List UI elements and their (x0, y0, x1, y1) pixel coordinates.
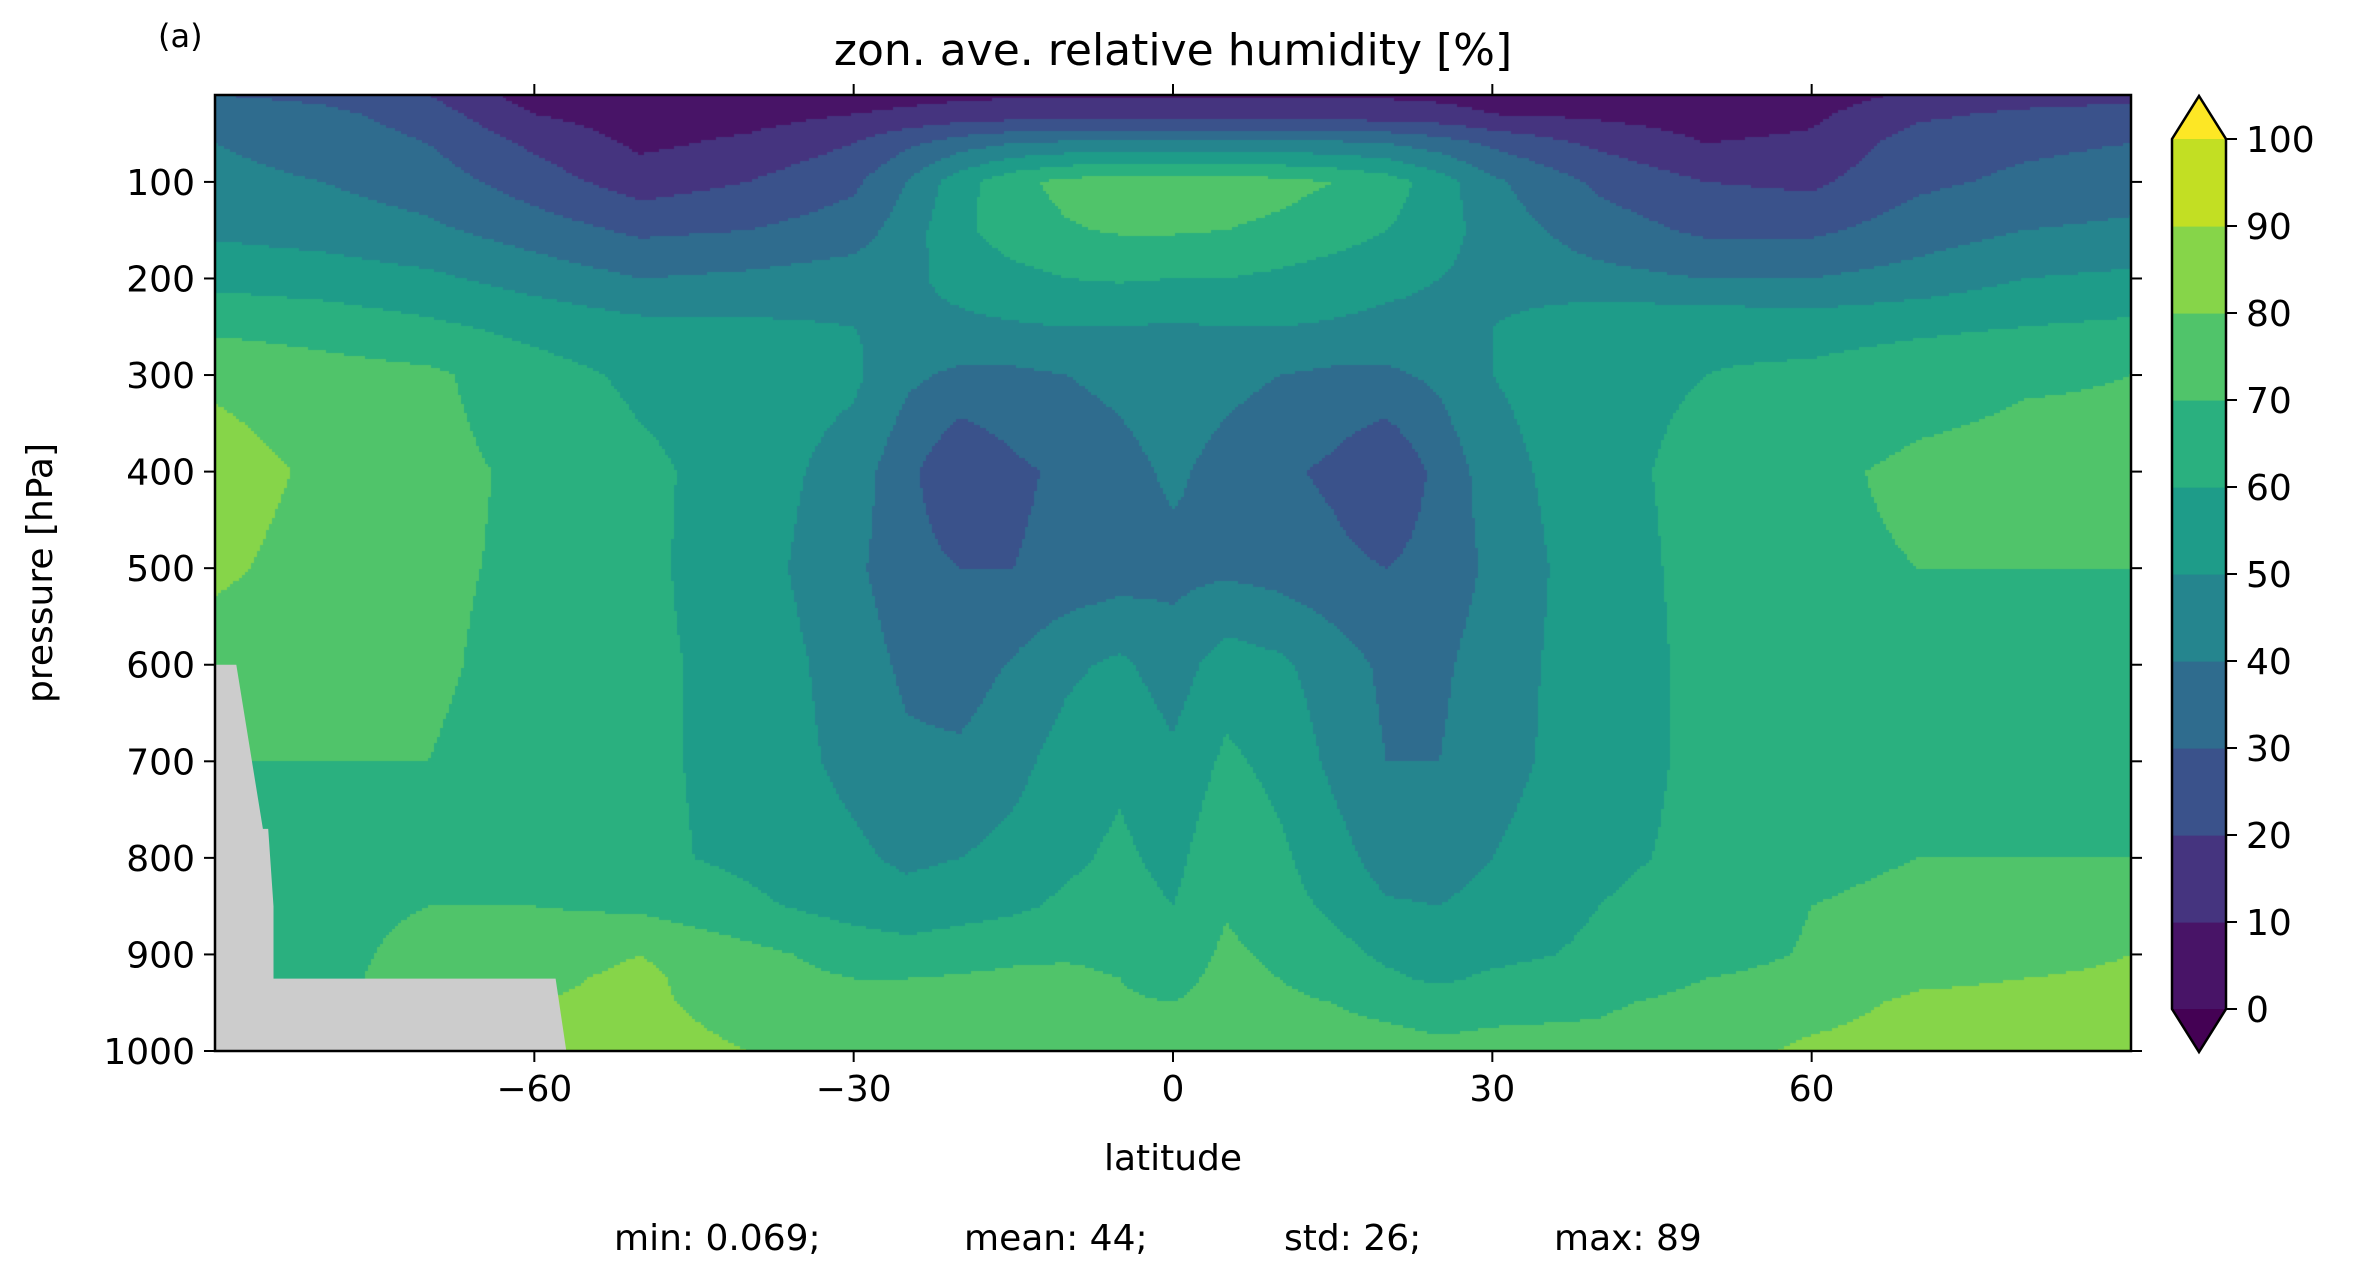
y-tick-label: 300 (126, 356, 195, 397)
colorbar-segment (2172, 400, 2226, 488)
x-tick-label: 0 (1162, 1069, 1185, 1110)
colorbar-segment (2172, 835, 2226, 923)
y-tick-label: 400 (126, 453, 195, 494)
colorbar-segment (2172, 226, 2226, 314)
y-tick-label: 900 (126, 935, 195, 976)
y-tick-label: 700 (126, 742, 195, 783)
colorbar-segment (2172, 922, 2226, 1010)
colorbar-tick-label: 40 (2246, 642, 2292, 683)
colorbar-segment (2172, 574, 2226, 662)
y-tick-label: 500 (126, 549, 195, 590)
colorbar-segment (2172, 661, 2226, 749)
x-tick-label: 60 (1789, 1069, 1835, 1110)
missing-data-polygon (215, 664, 567, 1051)
colorbar-tick-label: 0 (2246, 990, 2269, 1031)
x-tick-label: −60 (496, 1069, 572, 1110)
colorbar-segment (2172, 139, 2226, 227)
panel-label: (a) (158, 17, 203, 55)
colorbar-tick-label: 50 (2246, 555, 2292, 596)
y-axis: 100 200 300 400 500 600 700 800 900 1000 (103, 163, 2142, 1073)
stat-min: min: 0.069; (614, 1218, 821, 1259)
colorbar-tick-label: 90 (2246, 207, 2292, 248)
stat-std: std: 26; (1284, 1218, 1421, 1259)
contour-plot-area (215, 95, 2131, 1051)
y-tick-label: 600 (126, 646, 195, 687)
y-tick-label: 200 (126, 259, 195, 300)
humidity-contour-fill (215, 95, 2131, 1051)
x-axis-label: latitude (1104, 1138, 1242, 1179)
colorbar-tick-label: 70 (2246, 381, 2292, 422)
x-tick-label: −30 (816, 1069, 892, 1110)
colorbar-tick-label: 10 (2246, 903, 2292, 944)
colorbar: 0 10 20 30 40 50 60 70 80 90 100 (2170, 93, 2315, 1055)
statistics-line: min: 0.069; mean: 44; std: 26; max: 89 (614, 1218, 1702, 1259)
colorbar-tick-label: 20 (2246, 816, 2292, 857)
colorbar-extend-max (2172, 96, 2226, 139)
colorbar-segment (2172, 748, 2226, 836)
y-axis-label: pressure [hPa] (20, 443, 61, 703)
colorbar-tick-label: 100 (2246, 120, 2315, 161)
stat-max: max: 89 (1554, 1218, 1702, 1259)
y-tick-label: 100 (126, 163, 195, 204)
colorbar-tick-label: 60 (2246, 468, 2292, 509)
colorbar-extend-min (2172, 1009, 2226, 1052)
colorbar-tick-label: 80 (2246, 294, 2292, 335)
stat-mean: mean: 44; (964, 1218, 1148, 1259)
chart-title: zon. ave. relative humidity [%] (834, 25, 1512, 76)
colorbar-segment (2172, 487, 2226, 575)
x-axis: −60 −30 0 30 60 (496, 84, 1835, 1110)
y-tick-label: 800 (126, 839, 195, 880)
x-tick-label: 30 (1469, 1069, 1515, 1110)
colorbar-tick-label: 30 (2246, 729, 2292, 770)
missing-data-region (215, 664, 567, 1051)
colorbar-segment (2172, 313, 2226, 401)
y-tick-label: 1000 (103, 1032, 195, 1073)
